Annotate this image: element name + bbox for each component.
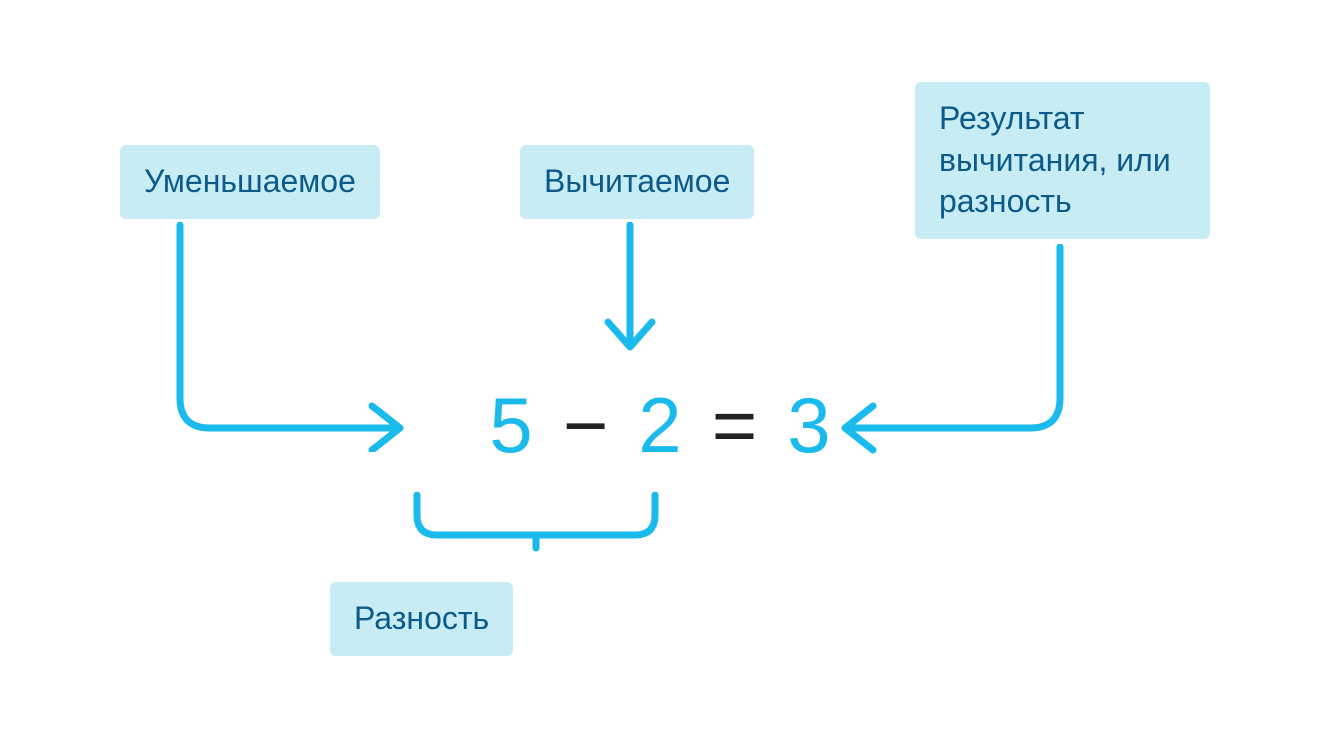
arrow-minuend-icon [160, 222, 420, 452]
result-value: 3 [787, 380, 830, 471]
equals-sign: = [712, 380, 758, 471]
arrow-subtrahend-icon [600, 222, 660, 357]
label-subtrahend: Вычитаемое [520, 145, 754, 219]
operand-1: 5 [489, 380, 532, 471]
label-minuend: Уменьшаемое [120, 145, 380, 219]
arrow-result-icon [835, 244, 1085, 454]
equation: 5 − 2 = 3 [489, 380, 830, 471]
label-minuend-text: Уменьшаемое [144, 163, 356, 199]
diagram-container: Уменьшаемое Вычитаемое Результат вычитан… [0, 0, 1320, 732]
bracket-icon [407, 492, 667, 552]
label-difference: Разность [330, 582, 513, 656]
label-result: Результат вычитания, или разность [915, 82, 1210, 239]
operand-2: 2 [638, 380, 681, 471]
label-result-text: Результат вычитания, или разность [939, 100, 1171, 219]
label-subtrahend-text: Вычитаемое [544, 163, 730, 199]
operator-minus: − [563, 380, 609, 471]
label-difference-text: Разность [354, 600, 489, 636]
